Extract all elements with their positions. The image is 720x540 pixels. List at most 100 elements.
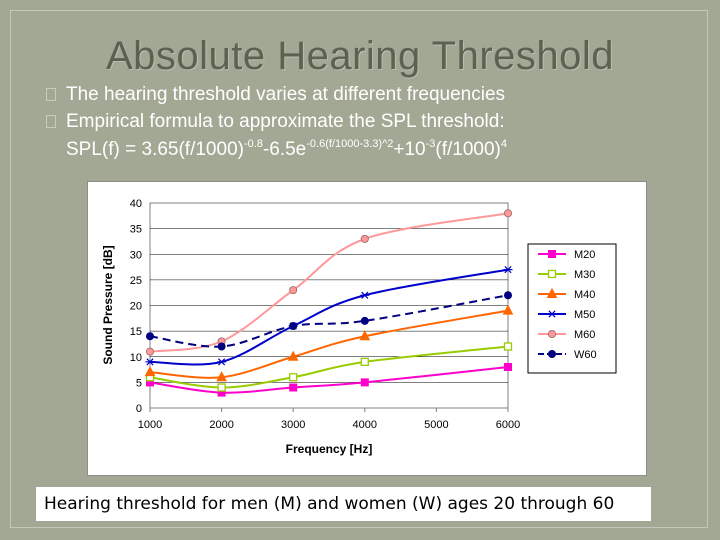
- data-point: [360, 316, 369, 325]
- series-line: [149, 309, 509, 379]
- legend-entry: M20: [538, 249, 595, 261]
- slide-frame: [10, 10, 708, 528]
- chart-caption: Hearing threshold for men (M) and women …: [36, 487, 651, 521]
- formula-part: +10: [393, 139, 426, 160]
- slide-title: Absolute Hearing Threshold: [105, 34, 615, 78]
- data-point: [360, 357, 369, 367]
- legend-label: M40: [574, 289, 595, 301]
- marker-stroke: [218, 358, 226, 366]
- bullet-box-icon: [46, 88, 56, 101]
- marker-square-open: [217, 383, 226, 392]
- hearing-threshold-chart: 0 5 10 15 20 25 30 35 40 1000 2000 3000 4000 5000 6000…: [101, 198, 617, 456]
- formula-exponent: -3: [425, 138, 436, 150]
- x-tick-label: 4000: [353, 419, 377, 431]
- spl-formula: SPL(f) = 3.65(f/1000)-0.8-6.5e-0.6(f/100…: [66, 138, 507, 161]
- marker-square-open: [503, 342, 513, 351]
- marker-stroke: [146, 358, 154, 366]
- data-point: [289, 373, 298, 382]
- x-tick-label: 5000: [424, 419, 448, 431]
- data-point: [217, 358, 227, 366]
- bullet-text: The hearing threshold varies at differen…: [66, 84, 506, 105]
- formula-part: -6.5e: [262, 139, 307, 160]
- y-tick-label: 10: [130, 352, 142, 364]
- legend-entry: M50: [538, 309, 595, 321]
- data-point: [360, 234, 369, 243]
- data-point: [289, 383, 298, 392]
- legend-label: M30: [574, 269, 595, 281]
- marker-square: [289, 383, 298, 392]
- data-point: [503, 266, 513, 274]
- data-point: [503, 342, 513, 351]
- formula-exponent: -0.8: [243, 138, 263, 150]
- data-point: [503, 209, 512, 218]
- data-point: [289, 321, 298, 330]
- legend-entry: M30: [538, 269, 595, 281]
- chart-container: 0 5 10 15 20 25 30 35 40 1000 2000 3000 4000 5000 6000…: [87, 181, 647, 476]
- legend-marker: [548, 250, 556, 258]
- data-point: [503, 291, 512, 300]
- marker-triangle: [287, 350, 299, 361]
- legend-entry: W60: [538, 349, 597, 361]
- data-point: [289, 286, 298, 295]
- y-tick-label: 5: [136, 377, 142, 389]
- legend-label: M50: [574, 309, 595, 321]
- marker-circle: [289, 286, 298, 295]
- marker-circle: [547, 349, 556, 358]
- data-point: [359, 330, 371, 341]
- marker-triangle: [144, 366, 156, 377]
- series-line: [149, 268, 509, 366]
- data-point: [144, 366, 156, 377]
- data-point: [217, 383, 226, 392]
- x-tick-label: 6000: [496, 419, 520, 431]
- marker-circle: [146, 332, 155, 341]
- marker-circle: [217, 342, 226, 351]
- data-point: [360, 378, 369, 387]
- series-m30: [145, 342, 513, 392]
- bullet-text: Empirical formula to approximate the SPL…: [66, 111, 505, 132]
- bullet-box-icon: [46, 115, 56, 128]
- y-tick-label: 20: [130, 301, 142, 313]
- marker-stroke: [548, 310, 556, 318]
- series-w60: [146, 291, 512, 351]
- y-tick-label: 15: [130, 326, 142, 338]
- marker-triangle: [359, 330, 371, 341]
- formula-exponent: -0.6(f/1000-3.3)^2: [306, 138, 394, 150]
- series-line: [149, 366, 509, 394]
- series-line: [149, 345, 509, 389]
- y-tick-label: 0: [136, 403, 142, 415]
- data-point: [502, 304, 514, 315]
- x-tick-label: 2000: [209, 419, 233, 431]
- marker-circle: [547, 329, 556, 338]
- marker-triangle: [216, 371, 227, 382]
- legend-marker: [546, 287, 558, 298]
- legend-marker: [547, 310, 557, 318]
- marker-circle: [289, 321, 298, 330]
- marker-square-open: [547, 269, 557, 279]
- x-axis-title: Frequency [Hz]: [286, 442, 373, 456]
- legend-entry: M60: [538, 329, 595, 341]
- marker-square: [548, 250, 556, 258]
- series-m40: [144, 304, 514, 382]
- data-point: [216, 371, 227, 382]
- marker-circle: [503, 291, 512, 300]
- legend-label: M60: [574, 329, 595, 341]
- marker-circle: [503, 209, 512, 218]
- x-tick-label: 1000: [138, 419, 162, 431]
- marker-triangle: [546, 287, 558, 298]
- marker-square: [504, 363, 512, 371]
- formula-part: SPL(f) = 3.65(f/1000): [66, 139, 244, 160]
- y-tick-label: 40: [130, 198, 142, 210]
- marker-square: [360, 378, 369, 387]
- x-tick-label: 3000: [281, 419, 305, 431]
- y-tick-label: 30: [130, 249, 142, 261]
- data-point: [360, 291, 370, 299]
- legend-marker: [547, 329, 556, 338]
- data-point: [504, 363, 512, 371]
- data-point: [217, 342, 226, 351]
- legend-label: W60: [574, 349, 597, 361]
- marker-square-open: [289, 373, 298, 382]
- series-line: [149, 294, 509, 348]
- formula-exponent: 4: [500, 138, 507, 150]
- marker-circle: [146, 347, 155, 356]
- formula-part: (f/1000): [435, 139, 501, 160]
